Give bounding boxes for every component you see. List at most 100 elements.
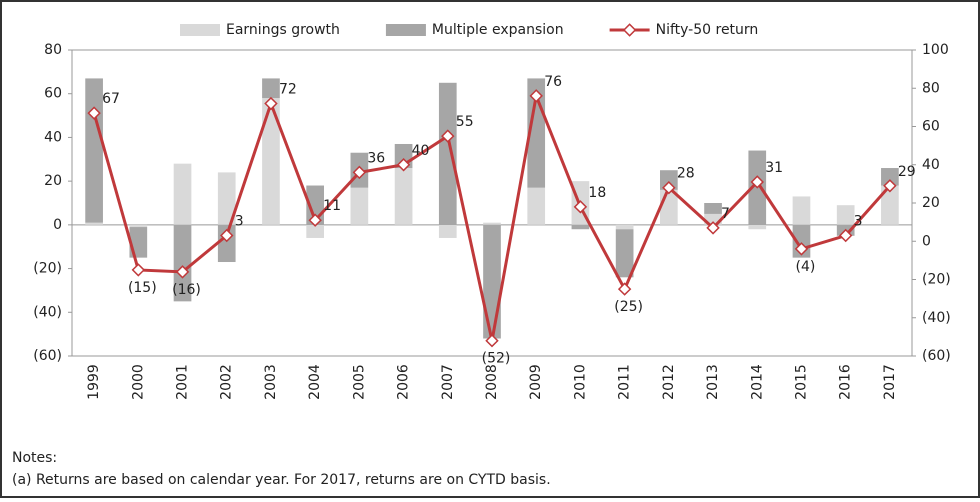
marker <box>529 89 543 103</box>
data-label: 31 <box>765 160 783 176</box>
x-tick-label: 2014 <box>749 364 765 400</box>
marker <box>175 265 190 279</box>
bar <box>615 229 634 278</box>
marker <box>264 96 278 111</box>
note: Notes: <box>12 450 57 466</box>
marker <box>485 333 499 348</box>
data-label: 7 <box>721 206 730 222</box>
marker <box>352 165 367 180</box>
bar <box>438 224 457 238</box>
x-tick-label: 2000 <box>130 364 146 400</box>
x-tick-label: 2004 <box>307 364 323 400</box>
x-tick-label: 2008 <box>484 364 500 400</box>
bar <box>792 196 811 225</box>
bar <box>527 187 546 225</box>
data-label: (16) <box>172 282 201 298</box>
bar <box>483 222 501 225</box>
y2-tick-label: 100 <box>922 42 949 58</box>
data-label: (15) <box>128 280 157 296</box>
bar <box>217 172 236 225</box>
x-tick-label: 2010 <box>572 364 588 400</box>
legend-marker <box>622 23 637 37</box>
y-tick-label: 40 <box>44 129 62 145</box>
marker <box>131 263 146 277</box>
x-tick-label: 2012 <box>661 364 677 400</box>
bar <box>704 213 722 225</box>
y2-tick-label: (20) <box>922 272 951 288</box>
bar <box>836 205 855 225</box>
marker <box>750 175 764 189</box>
bar <box>85 78 103 223</box>
legend-label: Multiple expansion <box>432 22 564 38</box>
x-tick-label: 2002 <box>219 364 235 400</box>
bar <box>306 224 324 238</box>
legend-swatch <box>180 24 220 36</box>
marker <box>706 221 720 235</box>
y-tick-label: 80 <box>44 42 62 58</box>
marker <box>883 179 897 193</box>
marker <box>396 158 411 172</box>
legend-label: Nifty-50 return <box>656 22 759 38</box>
x-tick-label: 2013 <box>705 364 721 400</box>
marker <box>220 228 234 243</box>
y-tick-label: 20 <box>44 173 62 189</box>
data-label: (52) <box>482 351 511 367</box>
marker <box>838 228 853 243</box>
bar <box>615 224 634 230</box>
x-tick-label: 2003 <box>263 364 279 400</box>
y2-tick-label: (40) <box>922 310 951 326</box>
bar <box>262 98 280 225</box>
data-label: 3 <box>854 214 863 230</box>
marker <box>662 180 676 195</box>
bar <box>438 82 457 225</box>
bar <box>173 163 192 225</box>
x-tick-label: 2005 <box>351 364 367 400</box>
data-label: 36 <box>367 150 385 166</box>
x-tick-label: 2001 <box>175 364 191 400</box>
bar <box>748 224 767 230</box>
legend-swatch <box>385 24 426 36</box>
bar <box>262 78 280 99</box>
data-label: 18 <box>588 185 606 201</box>
data-label: (4) <box>796 259 816 275</box>
data-label: 72 <box>279 82 297 98</box>
marker <box>441 129 455 143</box>
data-label: 29 <box>898 164 916 180</box>
bar <box>129 224 148 228</box>
y-tick-label: 0 <box>53 217 62 233</box>
y2-tick-label: 40 <box>922 157 940 173</box>
note: (a) Returns are based on calendar year. … <box>12 472 551 488</box>
y-tick-label: 60 <box>44 86 62 102</box>
y2-tick-label: (60) <box>922 348 951 364</box>
data-label: 40 <box>412 143 430 159</box>
y-tick-label: (60) <box>33 348 62 364</box>
marker <box>617 282 632 296</box>
y-tick-label: (40) <box>33 304 62 320</box>
y2-tick-label: 0 <box>922 233 931 249</box>
y-tick-label: (20) <box>33 261 62 277</box>
x-tick-label: 2007 <box>440 364 456 400</box>
bar <box>881 168 899 186</box>
marker <box>308 213 322 227</box>
x-tick-label: 2011 <box>617 364 633 400</box>
data-label: 67 <box>102 91 120 107</box>
y2-tick-label: 20 <box>922 195 940 211</box>
bar <box>173 224 192 302</box>
bar <box>881 185 899 225</box>
x-tick-label: 1999 <box>86 364 102 400</box>
data-label: (25) <box>614 299 643 315</box>
x-tick-label: 2015 <box>793 364 809 400</box>
marker <box>573 200 588 214</box>
data-label: 76 <box>544 74 562 90</box>
bar <box>394 168 413 225</box>
x-tick-label: 2016 <box>838 364 854 400</box>
x-tick-label: 2017 <box>882 364 898 400</box>
marker <box>87 106 101 120</box>
data-label: 28 <box>677 166 695 182</box>
bar <box>660 170 678 190</box>
x-tick-label: 2009 <box>528 364 544 400</box>
bar <box>350 187 369 225</box>
marker <box>794 242 809 256</box>
